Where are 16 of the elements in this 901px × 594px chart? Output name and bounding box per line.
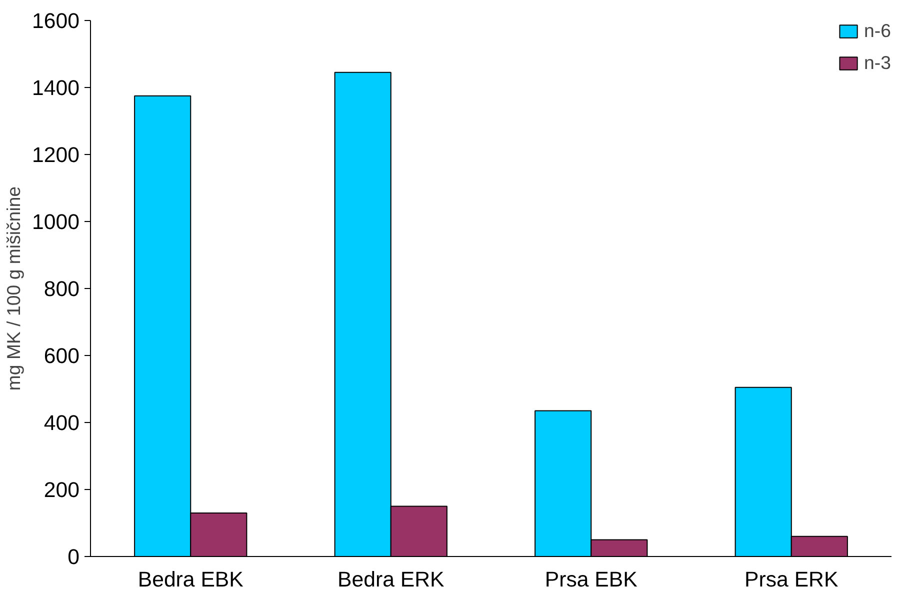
- y-tick-label: 1200: [32, 143, 80, 167]
- y-tick-label: 600: [44, 344, 80, 368]
- x-tick-label: Prsa ERK: [744, 568, 838, 592]
- x-tick-label: Bedra ERK: [338, 568, 444, 592]
- y-tick-label: 1400: [32, 76, 80, 100]
- y-axis-title: mg MK / 100 g mišičnine: [3, 186, 24, 391]
- y-tick-label: 200: [44, 478, 80, 502]
- x-tick-label: Bedra EBK: [138, 568, 244, 592]
- y-tick-label: 800: [44, 277, 80, 301]
- y-tick-label: 1000: [32, 210, 80, 234]
- legend-label: n-3: [864, 52, 891, 74]
- y-tick-label: 400: [44, 411, 80, 435]
- y-tick-label: 0: [68, 545, 80, 569]
- legend-label: n-6: [864, 20, 891, 42]
- y-tick-label: 1600: [32, 9, 80, 33]
- x-tick-label: Prsa EBK: [544, 568, 638, 592]
